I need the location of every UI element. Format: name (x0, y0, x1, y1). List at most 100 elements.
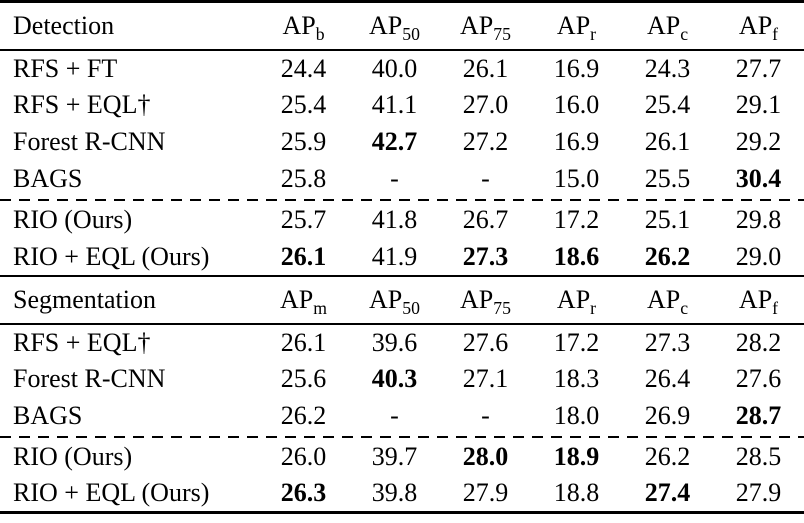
column-header-base: AP (280, 284, 314, 314)
value-cell: 27.6 (462, 327, 509, 357)
method-cell: BAGS (13, 164, 83, 193)
value-cell: 29.0 (735, 241, 782, 271)
value-cell: 27.2 (462, 127, 509, 156)
value-cell: 26.3 (280, 478, 327, 508)
column-header-subscript: c (680, 23, 689, 44)
value-cell: 26.2 (280, 401, 327, 430)
value-cell: 28.2 (735, 327, 782, 357)
value-cell: 42.7 (371, 127, 418, 156)
column-header: APf (713, 2, 804, 50)
value-cell: 27.9 (462, 478, 509, 508)
dashed-separator-row (0, 198, 804, 202)
value-cell: 25.4 (280, 90, 327, 119)
column-header: AP75 (440, 276, 531, 324)
value-cell: 29.8 (735, 205, 782, 234)
column-header-subscript: m (313, 297, 327, 318)
table-row: RIO (Ours) 26.0 39.7 28.0 18.9 26.2 28.5 (0, 439, 804, 476)
column-header-subscript: f (772, 297, 779, 318)
value-cell: 26.2 (644, 241, 691, 271)
value-cell: 15.0 (553, 164, 600, 193)
column-header-subscript: c (680, 297, 689, 318)
value-cell: - (390, 401, 399, 430)
value-cell: - (481, 401, 490, 430)
value-cell: 26.4 (644, 364, 691, 393)
value-cell: 27.0 (462, 90, 509, 119)
section-label: Segmentation (13, 284, 156, 314)
table-row: BAGS 26.2 - - 18.0 26.9 28.7 (0, 398, 804, 435)
value-cell: 26.7 (462, 205, 509, 234)
value-cell: 26.1 (462, 53, 509, 83)
value-cell: 28.0 (462, 442, 509, 471)
column-header-subscript: r (590, 23, 597, 44)
value-cell: 27.1 (462, 364, 509, 393)
section-header-row: Segmentation APm AP50 AP75 APr APc APf (0, 275, 804, 324)
column-header: APb (258, 2, 349, 50)
column-header-subscript: 75 (493, 297, 511, 318)
column-header-base: AP (556, 284, 591, 314)
value-cell: 18.6 (553, 241, 600, 271)
section-header-row: Detection APb AP50 AP75 APr APc APf (0, 1, 804, 50)
value-cell: 24.4 (280, 53, 327, 83)
column-header-subscript: f (772, 23, 779, 44)
column-header-base: AP (460, 284, 494, 314)
method-cell: RIO (Ours) (13, 442, 133, 471)
value-cell: - (390, 164, 399, 193)
method-cell: Forest R-CNN (13, 127, 166, 156)
method-cell: RFS + FT (13, 53, 118, 83)
column-header-base: AP (738, 10, 773, 40)
value-cell: 17.2 (553, 205, 600, 234)
value-cell: 25.8 (280, 164, 327, 193)
column-header-subscript: r (590, 297, 597, 318)
column-header-base: AP (646, 10, 681, 40)
value-cell: 26.1 (644, 127, 691, 156)
value-cell: - (481, 164, 490, 193)
table-row: RFS + EQL† 25.4 41.1 27.0 16.0 25.4 29.1 (0, 87, 804, 124)
table-row: RFS + FT 24.4 40.0 26.1 16.9 24.3 27.7 (0, 50, 804, 87)
value-cell: 39.8 (371, 478, 418, 508)
table-row: BAGS 25.8 - - 15.0 25.5 30.4 (0, 161, 804, 198)
value-cell: 25.4 (644, 90, 691, 119)
table-row: RIO + EQL (Ours) 26.3 39.8 27.9 18.8 27.4 27.9 (0, 476, 804, 513)
value-cell: 25.1 (644, 205, 691, 234)
value-cell: 27.4 (644, 478, 691, 508)
value-cell: 26.1 (280, 241, 327, 271)
method-cell: RFS + EQL† (13, 90, 151, 119)
method-cell: RFS + EQL† (13, 327, 151, 357)
value-cell: 16.9 (553, 53, 600, 83)
value-cell: 29.1 (735, 90, 782, 119)
table-row: RIO (Ours) 25.7 41.8 26.7 17.2 25.1 29.8 (0, 202, 804, 239)
column-header-base: AP (460, 10, 494, 40)
column-header-base: AP (369, 10, 403, 40)
value-cell: 25.9 (280, 127, 327, 156)
value-cell: 41.9 (371, 241, 418, 271)
column-header: APm (258, 276, 349, 324)
value-cell: 27.3 (462, 241, 509, 271)
results-table-body: Detection APb AP50 AP75 APr APc APf RFS + FT 24.… (0, 1, 804, 513)
column-header: AP75 (440, 2, 531, 50)
column-header-subscript: 75 (493, 23, 511, 44)
dashed-separator-row (0, 435, 804, 439)
value-cell: 29.2 (735, 127, 782, 156)
value-cell: 27.9 (735, 478, 782, 508)
column-header: APc (622, 276, 713, 324)
value-cell: 30.4 (735, 164, 782, 193)
value-cell: 26.0 (280, 442, 327, 471)
dashed-separator-cell (0, 198, 804, 202)
value-cell: 16.0 (553, 90, 600, 119)
value-cell: 24.3 (644, 53, 691, 83)
value-cell: 25.5 (644, 164, 691, 193)
column-header: APr (531, 2, 622, 50)
column-header-base: AP (556, 10, 591, 40)
value-cell: 39.7 (371, 442, 418, 471)
method-cell: Forest R-CNN (13, 364, 166, 393)
value-cell: 26.2 (644, 442, 691, 471)
value-cell: 28.5 (735, 442, 782, 471)
column-header-base: AP (646, 284, 681, 314)
column-header: AP50 (349, 276, 440, 324)
value-cell: 17.2 (553, 327, 600, 357)
section-label: Detection (13, 10, 115, 40)
value-cell: 40.3 (371, 364, 418, 393)
value-cell: 26.9 (644, 401, 691, 430)
column-header: AP50 (349, 2, 440, 50)
